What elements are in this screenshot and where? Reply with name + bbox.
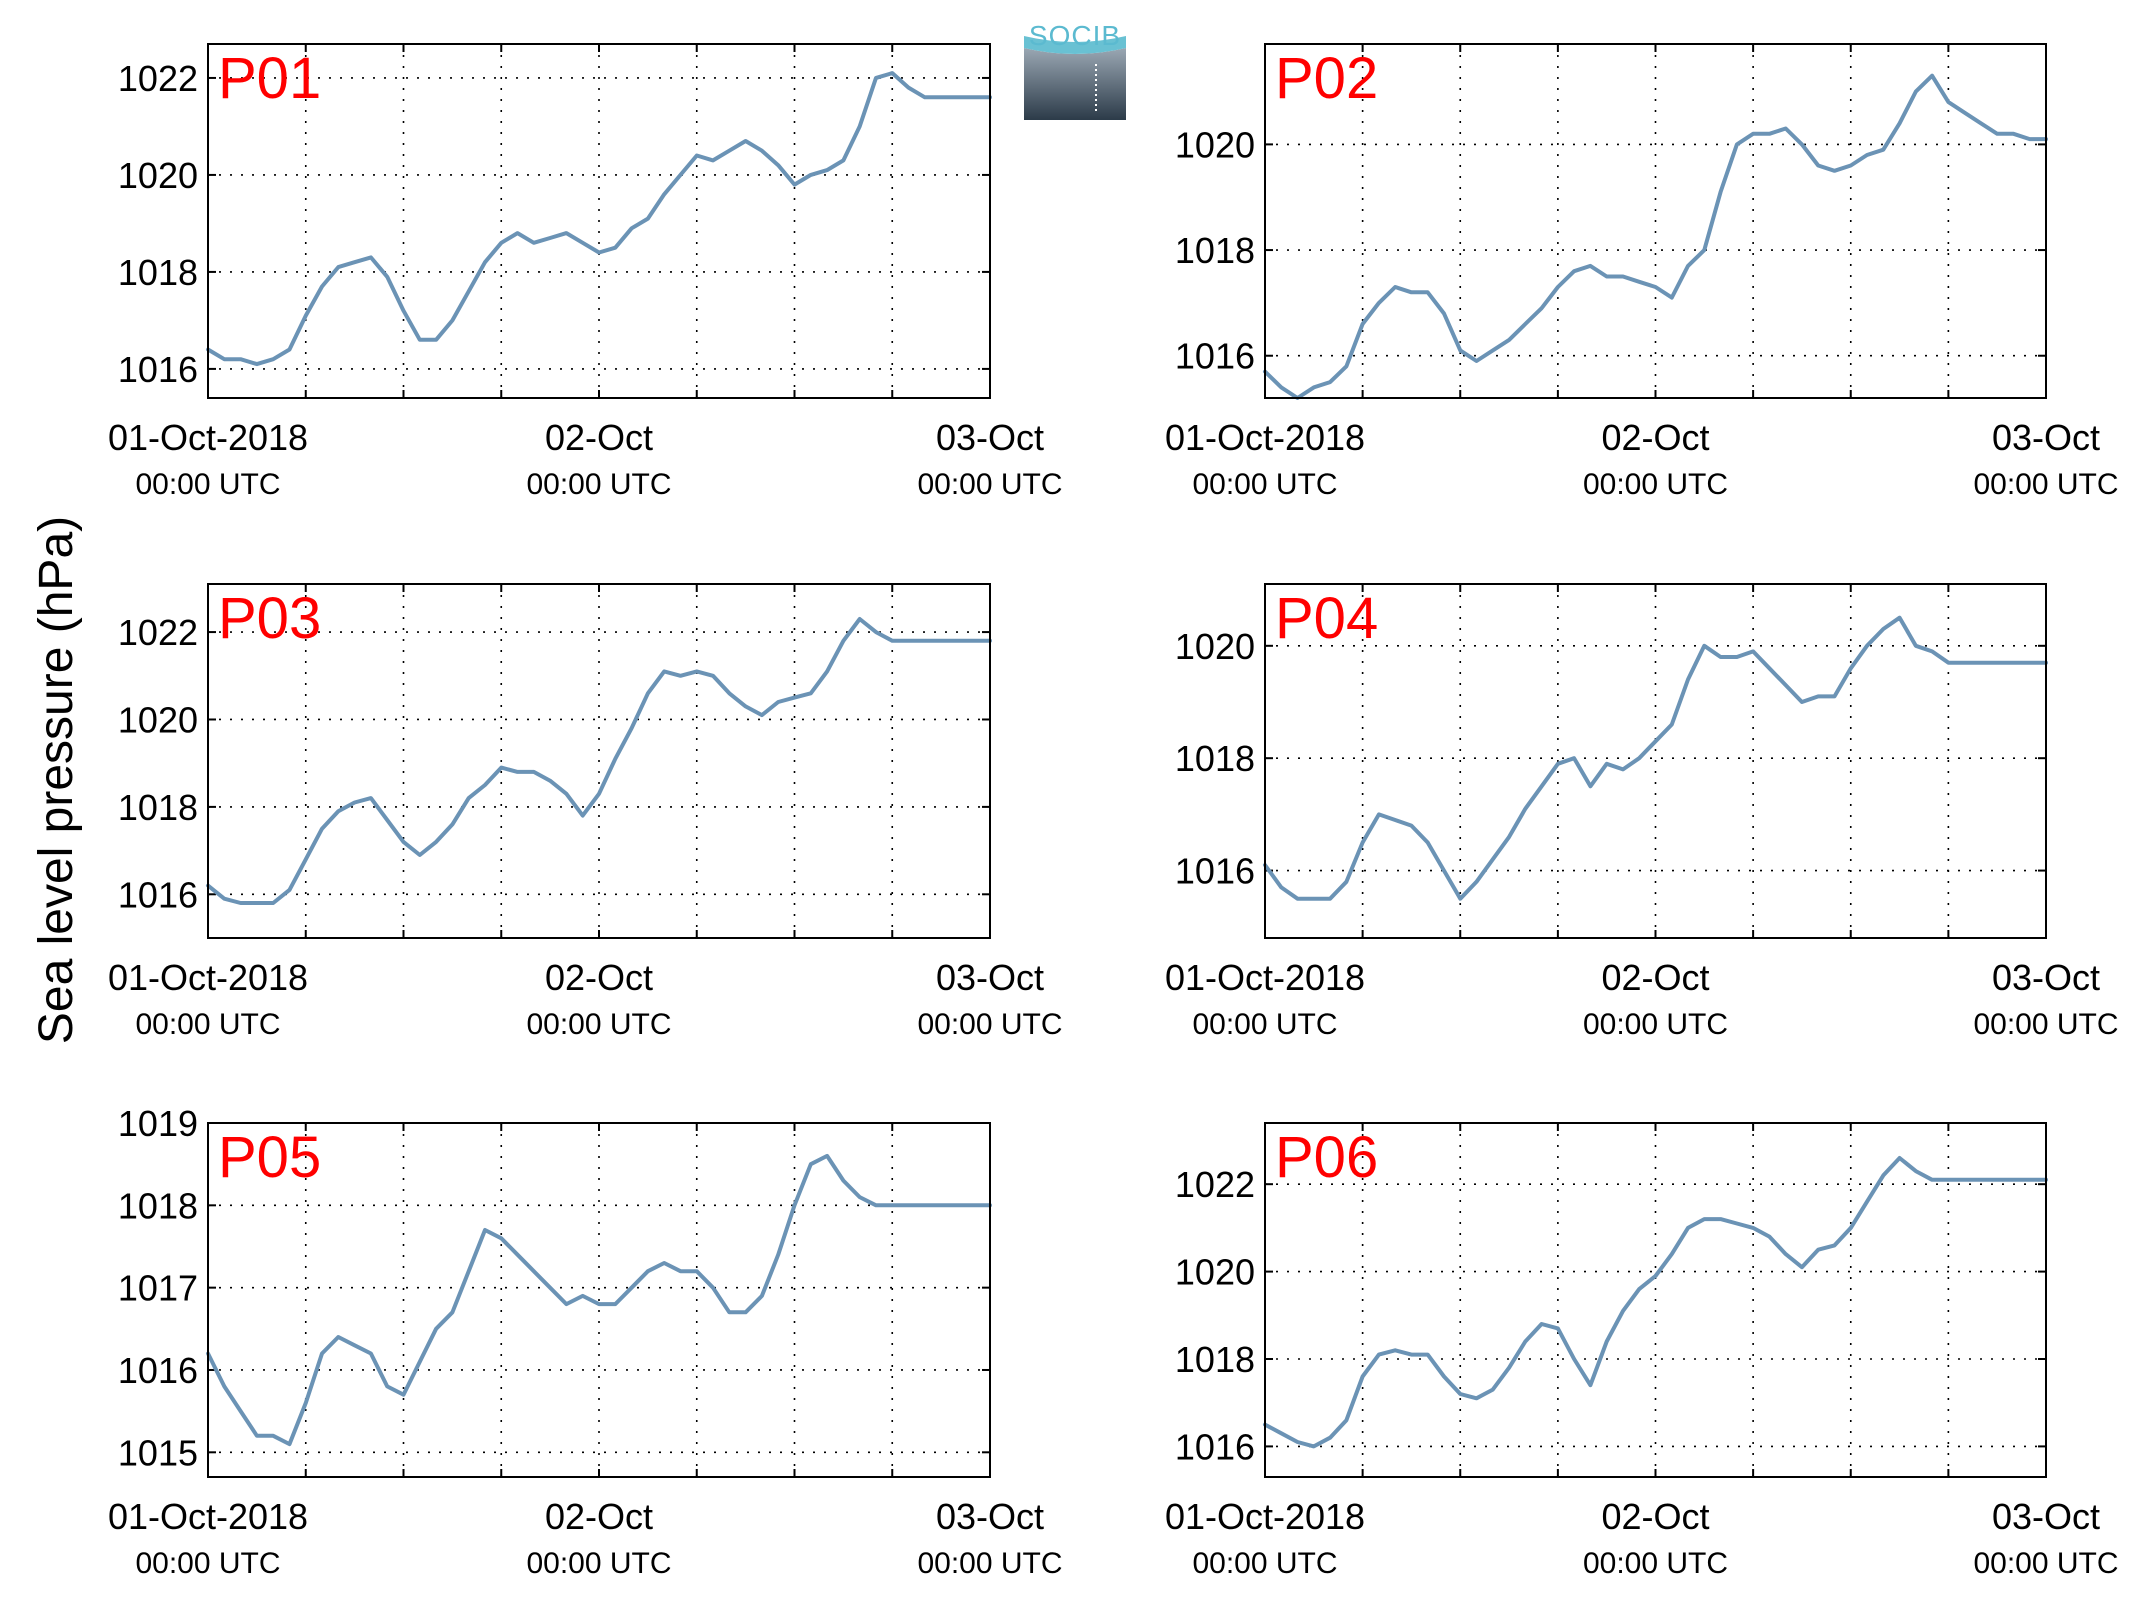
- y-tick-label: 1018: [118, 1185, 198, 1226]
- axes-frame: [207, 583, 991, 939]
- panel-title: P02: [1275, 46, 1378, 111]
- x-tick-sublabel: 00:00 UTC: [1583, 468, 1728, 501]
- panel-p02: 1016 1018 1020 P02 01-Oct-2018 00:00 UTC 02-Oc…: [1165, 43, 2119, 501]
- y-tick-label: 1022: [1175, 1164, 1255, 1205]
- y-tick-label: 1018: [1175, 1339, 1255, 1380]
- y-tick-label: 1020: [1175, 626, 1255, 667]
- x-tick-sublabel: 00:00 UTC: [1973, 468, 2118, 501]
- y-tick-label: 1015: [118, 1432, 198, 1473]
- x-tick-sublabel: 00:00 UTC: [1583, 1547, 1728, 1580]
- panel-p04: 1016 1018 1020 P04 01-Oct-2018 00:00 UTC 02-Oc…: [1165, 583, 2119, 1041]
- x-tick-sublabel: 00:00 UTC: [1973, 1008, 2118, 1041]
- panels: 1016 1018 1020 1022 P01 01-Oct-2018 00:00 UTC 0…: [108, 43, 2119, 1580]
- y-tick-label: 1016: [1175, 336, 1255, 377]
- series-line: [206, 617, 992, 905]
- x-tick-label: 03-Oct: [1992, 957, 2100, 998]
- x-tick-label: 01-Oct-2018: [108, 1496, 308, 1537]
- x-tick-sublabel: 00:00 UTC: [917, 468, 1062, 501]
- y-tick-label: 1020: [1175, 1252, 1255, 1293]
- series-line: [1263, 1156, 2048, 1449]
- socib-logo-mark: [1024, 36, 1126, 120]
- panel-p05: 1015 1016 1017 1018 1019 P05 01-Oct-2018 00:00 …: [108, 1103, 1063, 1580]
- panel-title: P04: [1275, 586, 1378, 651]
- y-tick-label: 1018: [118, 787, 198, 828]
- y-tick-label: 1020: [1175, 124, 1255, 165]
- y-tick-label: 1016: [118, 1350, 198, 1391]
- x-tick-sublabel: 00:00 UTC: [526, 1547, 671, 1580]
- panel-title: P03: [218, 586, 321, 651]
- x-tick-label: 01-Oct-2018: [108, 957, 308, 998]
- x-tick-label: 03-Oct: [936, 957, 1044, 998]
- axes-frame: [1264, 1122, 2047, 1478]
- x-tick-sublabel: 00:00 UTC: [917, 1547, 1062, 1580]
- x-tick-sublabel: 00:00 UTC: [1192, 468, 1337, 501]
- x-tick-sublabel: 00:00 UTC: [1583, 1008, 1728, 1041]
- x-tick-label: 02-Oct: [1601, 1496, 1709, 1537]
- y-tick-label: 1018: [118, 252, 198, 293]
- x-tick-sublabel: 00:00 UTC: [1973, 1547, 2118, 1580]
- y-tick-label: 1018: [1175, 738, 1255, 779]
- socib-logo: SOCIB: [1024, 20, 1126, 122]
- y-tick-label: 1019: [118, 1103, 198, 1144]
- x-tick-label: 03-Oct: [1992, 1496, 2100, 1537]
- x-tick-sublabel: 00:00 UTC: [917, 1008, 1062, 1041]
- x-tick-label: 03-Oct: [936, 1496, 1044, 1537]
- y-tick-label: 1017: [118, 1268, 198, 1309]
- x-tick-label: 01-Oct-2018: [1165, 957, 1365, 998]
- y-tick-label: 1022: [118, 612, 198, 653]
- y-tick-label: 1016: [1175, 1426, 1255, 1467]
- x-tick-label: 02-Oct: [545, 417, 653, 458]
- series-line: [206, 71, 992, 367]
- y-tick-label: 1016: [118, 874, 198, 915]
- x-tick-label: 03-Oct: [936, 417, 1044, 458]
- x-tick-sublabel: 00:00 UTC: [526, 468, 671, 501]
- panel-p06: 1016 1018 1020 1022 P06 01-Oct-2018 00:00 UTC 0…: [1165, 1122, 2119, 1580]
- logo-text: SOCIB: [1028, 20, 1122, 51]
- panel-title: P06: [1275, 1125, 1378, 1190]
- panel-title: P05: [218, 1125, 321, 1190]
- x-tick-label: 02-Oct: [545, 1496, 653, 1537]
- y-tick-label: 1016: [118, 349, 198, 390]
- axes-frame: [207, 43, 991, 399]
- series-line: [1263, 615, 2048, 901]
- axes-frame: [1264, 43, 2047, 399]
- x-tick-label: 03-Oct: [1992, 417, 2100, 458]
- axes-frame: [207, 1122, 991, 1478]
- x-tick-sublabel: 00:00 UTC: [1192, 1008, 1337, 1041]
- x-tick-sublabel: 00:00 UTC: [135, 468, 280, 501]
- x-tick-label: 02-Oct: [1601, 957, 1709, 998]
- y-tick-label: 1018: [1175, 230, 1255, 271]
- x-tick-label: 01-Oct-2018: [1165, 1496, 1365, 1537]
- global-y-axis-label: Sea level pressure (hPa): [30, 516, 83, 1044]
- panel-p01: 1016 1018 1020 1022 P01 01-Oct-2018 00:00 UTC 0…: [108, 43, 1063, 501]
- panel-title: P01: [218, 46, 321, 111]
- y-tick-label: 1022: [118, 58, 198, 99]
- x-tick-label: 01-Oct-2018: [108, 417, 308, 458]
- x-tick-sublabel: 00:00 UTC: [526, 1008, 671, 1041]
- panel-p03: 1016 1018 1020 1022 P03 01-Oct-2018 00:00 UTC 0…: [108, 583, 1063, 1041]
- x-tick-label: 02-Oct: [1601, 417, 1709, 458]
- x-tick-sublabel: 00:00 UTC: [135, 1547, 280, 1580]
- x-tick-label: 02-Oct: [545, 957, 653, 998]
- x-tick-label: 01-Oct-2018: [1165, 417, 1365, 458]
- y-tick-label: 1020: [118, 155, 198, 196]
- y-tick-label: 1016: [1175, 851, 1255, 892]
- axes-frame: [1264, 583, 2047, 939]
- x-tick-sublabel: 00:00 UTC: [1192, 1547, 1337, 1580]
- y-tick-label: 1020: [118, 699, 198, 740]
- series-line: [1263, 73, 2048, 400]
- series-line: [206, 1153, 992, 1447]
- x-tick-sublabel: 00:00 UTC: [135, 1008, 280, 1041]
